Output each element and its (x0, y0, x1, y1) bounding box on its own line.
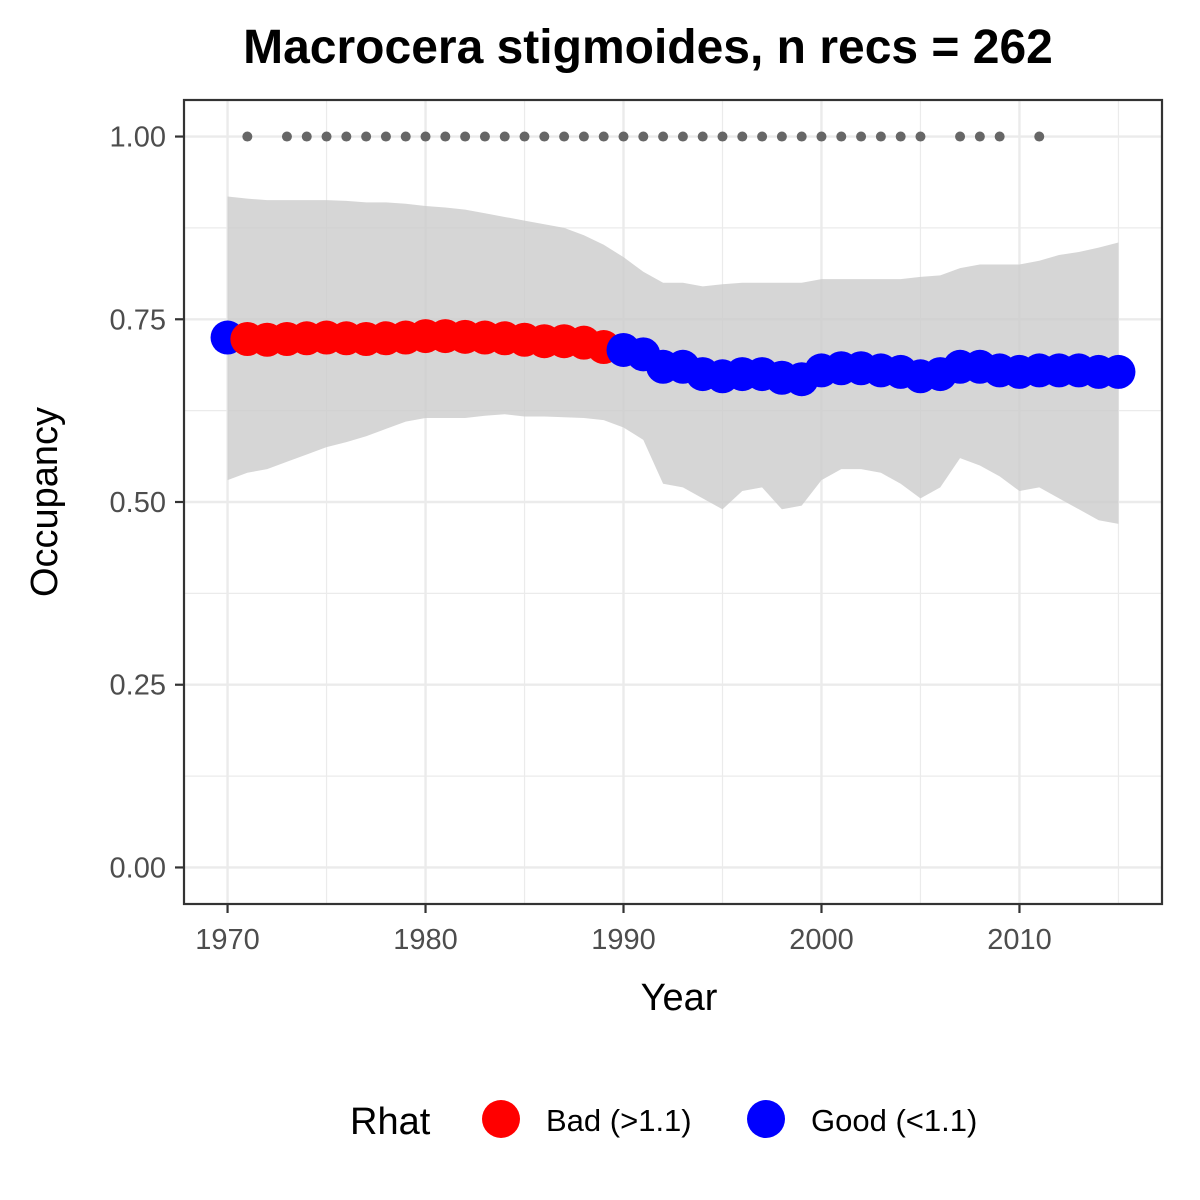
x-axis: 1970 1980 1990 2000 2010 (195, 904, 1052, 956)
record-dot (578, 131, 589, 142)
record-dot (677, 131, 688, 142)
record-dot (440, 131, 451, 142)
record-dot (618, 131, 629, 142)
record-dot (737, 131, 748, 142)
x-axis-title: Year (641, 977, 718, 1019)
y-axis-title: Occupancy (24, 407, 66, 597)
x-tick-label: 2000 (789, 924, 854, 956)
chart-title: Macrocera stigmoides, n recs = 262 (243, 21, 1053, 74)
legend-good-swatch (747, 1100, 785, 1138)
record-dot (598, 131, 609, 142)
record-dot (974, 131, 985, 142)
record-dot (519, 131, 530, 142)
record-dot (539, 131, 550, 142)
record-dot (341, 131, 352, 142)
record-dot (796, 131, 807, 142)
y-tick-label: 1.00 (110, 122, 166, 154)
occupancy-points (210, 319, 1136, 397)
y-tick-label: 0.50 (110, 487, 166, 519)
record-dot (361, 131, 372, 142)
record-dot (994, 131, 1005, 142)
legend-title: Rhat (350, 1101, 431, 1143)
y-tick-label: 0.00 (110, 852, 166, 884)
record-dot (895, 131, 906, 142)
record-dots (242, 131, 1045, 142)
legend-good-label: Good (<1.1) (811, 1103, 977, 1138)
x-tick-label: 1980 (393, 924, 458, 956)
record-dot (281, 131, 292, 142)
record-dot (816, 131, 827, 142)
y-tick-label: 0.25 (110, 670, 166, 702)
record-dot (836, 131, 847, 142)
record-dot (420, 131, 431, 142)
occupancy-point (1101, 354, 1136, 389)
record-dot (479, 131, 490, 142)
record-dot (875, 131, 886, 142)
record-dot (559, 131, 570, 142)
record-dot (499, 131, 510, 142)
record-dot (717, 131, 728, 142)
record-dot (638, 131, 649, 142)
record-dot (856, 131, 867, 142)
record-dot (242, 131, 253, 142)
y-tick-label: 0.75 (110, 304, 166, 336)
record-dot (321, 131, 332, 142)
record-dot (301, 131, 312, 142)
x-tick-label: 1970 (195, 924, 260, 956)
x-tick-label: 2010 (987, 924, 1052, 956)
record-dot (697, 131, 708, 142)
x-tick-label: 1990 (591, 924, 656, 956)
legend: Rhat Bad (>1.1) Good (<1.1) (350, 1100, 977, 1143)
record-dot (380, 131, 391, 142)
legend-bad-swatch (482, 1100, 520, 1138)
record-dot (955, 131, 966, 142)
record-dot (460, 131, 471, 142)
y-axis: 0.00 0.25 0.50 0.75 1.00 (110, 122, 184, 884)
record-dot (400, 131, 411, 142)
record-dot (658, 131, 669, 142)
record-dot (757, 131, 768, 142)
legend-bad-label: Bad (>1.1) (546, 1103, 692, 1138)
record-dot (915, 131, 926, 142)
record-dot (776, 131, 787, 142)
record-dot (1034, 131, 1045, 142)
